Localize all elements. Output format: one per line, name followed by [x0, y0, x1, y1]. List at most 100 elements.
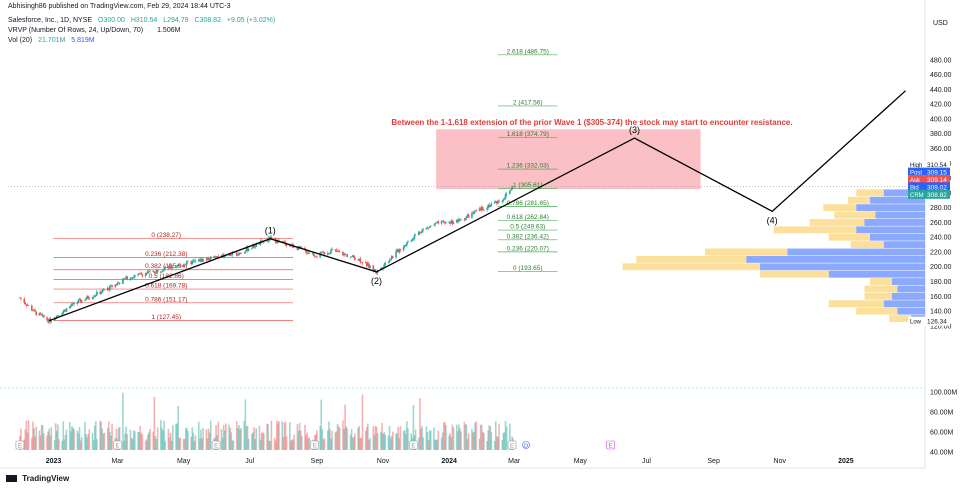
volume-bar	[63, 439, 66, 450]
symbol-line[interactable]: Salesforce, Inc., 1D, NYSE O300.00 H310.…	[8, 17, 279, 24]
volume-bar	[306, 432, 308, 450]
x-tick-label: 2023	[46, 458, 62, 465]
candle-body	[326, 253, 329, 255]
volume-bar	[217, 421, 220, 450]
vrvp-indicator-name[interactable]: VRVP (Number Of Rows, 24, Up/Down, 70)	[8, 27, 144, 34]
price-label-value: 309.15	[927, 170, 947, 177]
candle-body	[505, 194, 508, 195]
fib-extension-label: 1.618 (374.79)	[507, 131, 549, 138]
price-label-bid: Bid 309.02	[908, 182, 950, 192]
candle-body	[396, 249, 398, 252]
candle-body	[111, 285, 113, 288]
candle-body	[444, 222, 446, 224]
fib-retracement-label: 0.786 (151.17)	[145, 296, 187, 303]
currency-text[interactable]: USD	[933, 20, 948, 27]
volume-bar	[406, 421, 408, 450]
candle-body	[164, 266, 166, 269]
candle-body	[441, 220, 444, 222]
candle-body	[330, 249, 332, 254]
volume-bar	[115, 429, 118, 450]
candle-body	[176, 266, 178, 268]
volume-bar	[240, 427, 242, 450]
volume-bar	[122, 392, 124, 450]
volume-bar	[487, 430, 489, 450]
candle-body	[99, 291, 101, 294]
candle-body	[338, 251, 341, 253]
candle-body	[213, 256, 215, 257]
candle-body	[178, 264, 181, 266]
y-tick-label: 460.00	[930, 72, 952, 79]
volume-indicator-line[interactable]: Vol (20) 21.701M 5.819M	[8, 37, 99, 44]
candle-body	[32, 310, 34, 312]
symbol-name[interactable]: Salesforce, Inc., 1D, NYSE	[8, 17, 93, 24]
volume-bar	[148, 432, 150, 450]
candle-body	[399, 249, 402, 251]
x-tick-label: Nov	[774, 458, 787, 465]
candle-body	[345, 254, 347, 256]
candle-body	[31, 305, 33, 311]
ohlc-change: +9.05 (+3.02%)	[226, 17, 276, 24]
tradingview-logo[interactable]: TradingView	[6, 474, 69, 483]
candle-body	[472, 213, 474, 214]
price-label-post: Post 309.15	[908, 167, 950, 177]
volume-bar	[269, 440, 272, 450]
candle-body	[334, 249, 337, 251]
price-label-tag-bg	[908, 175, 925, 185]
fib-extension-label: 0.236 (220.07)	[507, 245, 549, 252]
volume-bar	[427, 440, 430, 450]
candle-body	[458, 219, 460, 222]
candle-body	[94, 295, 97, 296]
candle-body	[239, 252, 241, 254]
volume-bar	[276, 420, 278, 450]
candle-body	[297, 247, 300, 250]
volume-bar	[299, 430, 302, 450]
ohlc-close: C308.82	[194, 17, 221, 24]
candle-body	[96, 291, 98, 296]
volume-bar	[238, 424, 240, 450]
candle-body	[437, 221, 440, 224]
volume-bar	[480, 424, 483, 450]
candle-body	[214, 256, 216, 257]
candle-body	[369, 265, 371, 268]
price-label-value: 126.34	[927, 319, 947, 326]
candle-body	[489, 205, 492, 207]
currency-label[interactable]: USD	[933, 20, 952, 27]
volume-bar	[488, 424, 491, 450]
candle-body	[351, 255, 354, 257]
candle-body	[46, 317, 48, 320]
candle-body	[331, 249, 333, 250]
volume-indicator-name[interactable]: Vol (20)	[8, 37, 33, 44]
volume-bar	[62, 421, 65, 450]
volume-bar	[32, 421, 34, 450]
candle-body	[273, 237, 276, 239]
candle-body	[24, 302, 27, 305]
candle-body	[422, 229, 424, 231]
candle-body	[246, 247, 249, 251]
candle-body	[418, 231, 420, 235]
candle-body	[483, 209, 485, 211]
volume-profile-down-bar	[850, 241, 884, 249]
volume-bar	[335, 431, 338, 450]
volume-bar	[221, 437, 224, 450]
candle-body	[503, 198, 506, 200]
y-tick-label: 420.00	[930, 102, 952, 109]
volume-bar	[505, 426, 508, 450]
price-label-tag: Bid	[910, 185, 919, 191]
volume-bar	[374, 426, 377, 450]
candle-body	[38, 313, 41, 316]
volume-bar	[225, 423, 227, 450]
candle-body	[442, 220, 445, 223]
candle-body	[381, 267, 383, 269]
fib-extension-label: 0.786 (281.65)	[507, 200, 549, 207]
candle-body	[20, 297, 22, 299]
candle-body	[254, 246, 256, 248]
candle-body	[352, 255, 355, 258]
candle-body	[41, 314, 44, 316]
candle-body	[162, 270, 164, 272]
candle-body	[496, 201, 498, 204]
vrvp-line[interactable]: VRVP (Number Of Rows, 24, Up/Down, 70) 1…	[8, 27, 184, 34]
volume-bar	[292, 439, 294, 450]
candle-body	[55, 315, 58, 319]
